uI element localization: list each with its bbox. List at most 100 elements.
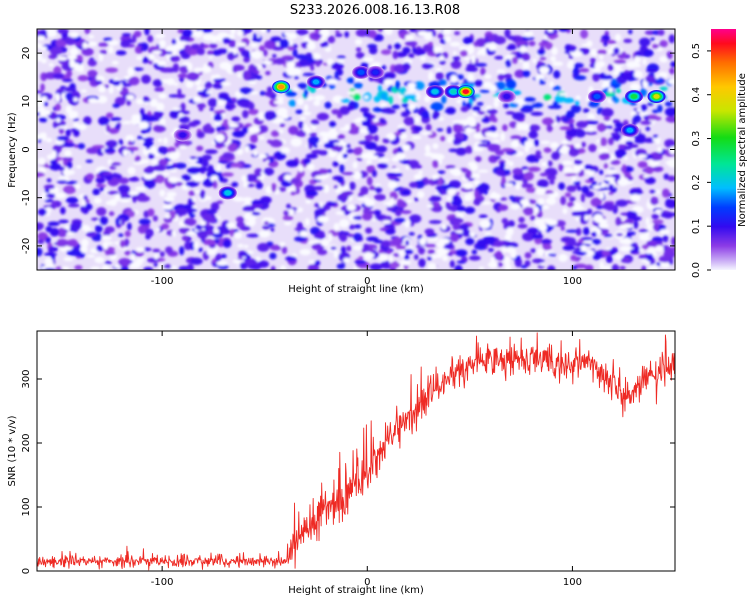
heatmap-cell [487, 248, 494, 252]
heatmap-cell [605, 255, 613, 264]
heatmap-cell [596, 205, 603, 210]
heatmap-gap [626, 61, 638, 69]
heatmap-gap [178, 113, 184, 118]
heatmap-gap [540, 140, 551, 145]
heatmap-cell [218, 229, 231, 235]
heatmap-gap [60, 266, 70, 270]
heatmap-gap [667, 78, 675, 85]
heatmap-cell [190, 43, 201, 50]
heatmap-cell [569, 196, 576, 202]
heatmap-gap [107, 39, 119, 46]
heatmap-cell [303, 89, 309, 99]
heatmap-cell [65, 129, 71, 137]
heatmap-cell [92, 188, 100, 196]
heatmap-cell [110, 162, 122, 167]
heatmap-gap [419, 237, 427, 246]
heatmap-gap [111, 60, 119, 65]
heatmap-cell [99, 216, 109, 226]
heatmap-gap [108, 46, 114, 54]
heatmap-gap [248, 80, 257, 85]
spectrogram-x-tick-label: 0 [364, 276, 370, 287]
heatmap-gap [80, 245, 88, 254]
heatmap-cell [73, 130, 80, 137]
heatmap-cell [352, 215, 362, 220]
heatmap-gap [612, 71, 620, 76]
heatmap-gap [206, 90, 213, 94]
heatmap-cell [435, 72, 444, 81]
heatmap-cell [157, 146, 169, 155]
heatmap-cell [137, 225, 147, 234]
heatmap-cell [575, 251, 588, 256]
heatmap-cell [62, 142, 76, 148]
heatmap-cell [177, 73, 188, 78]
heatmap-gap [415, 92, 421, 101]
heatmap-cell [187, 198, 194, 207]
heatmap-cell [638, 229, 649, 233]
heatmap-cell [185, 207, 197, 213]
heatmap-cell [489, 240, 494, 245]
heatmap-cell [664, 107, 675, 117]
heatmap-cell [169, 110, 180, 119]
heatmap-cell [391, 237, 403, 246]
heatmap-gap [432, 143, 439, 149]
heatmap-gap [484, 43, 497, 49]
heatmap-gap [510, 139, 520, 148]
heatmap-gap [383, 78, 394, 86]
heatmap-peak [179, 132, 186, 138]
heatmap-cell [552, 85, 562, 92]
heatmap-cell [288, 125, 299, 135]
heatmap-cell [514, 69, 526, 78]
heatmap-cell [181, 235, 189, 241]
heatmap-cell [37, 208, 47, 216]
heatmap-gap [630, 193, 641, 203]
heatmap-gap [131, 114, 140, 121]
heatmap-cell [388, 109, 395, 114]
heatmap-cell [212, 258, 217, 264]
heatmap-cell [541, 39, 549, 43]
heatmap-cell [368, 46, 378, 55]
heatmap-cell [183, 44, 191, 53]
heatmap-cell [328, 83, 336, 89]
heatmap-cell [647, 253, 654, 261]
heatmap-cell [537, 61, 543, 65]
heatmap-peak [626, 127, 634, 133]
heatmap-cell [222, 239, 232, 248]
heatmap-cell [83, 116, 92, 125]
heatmap-cell [616, 233, 624, 237]
heatmap-cell [264, 91, 276, 97]
heatmap-cell [664, 199, 675, 209]
heatmap-cell [126, 222, 132, 231]
heatmap-cell [66, 70, 73, 77]
heatmap-cell [314, 260, 321, 266]
heatmap-gap [654, 209, 663, 214]
heatmap-cell [147, 152, 155, 160]
heatmap-cell [472, 106, 481, 112]
heatmap-gap [314, 175, 327, 180]
snr-y-tick-label: 100 [21, 497, 32, 516]
heatmap-gap [306, 163, 315, 171]
heatmap-cell [506, 45, 517, 51]
heatmap-cell [49, 227, 60, 237]
heatmap-gap [414, 116, 420, 124]
heatmap-cell [207, 50, 214, 56]
heatmap-cell [241, 126, 249, 134]
heatmap-cell [206, 229, 215, 237]
heatmap-cell [554, 95, 565, 104]
heatmap-gap [143, 172, 154, 180]
heatmap-cell [271, 183, 277, 193]
heatmap-gap [45, 29, 57, 38]
heatmap-cell [188, 190, 195, 196]
heatmap-cell [198, 247, 203, 253]
heatmap-peak [593, 94, 601, 99]
heatmap-gap [550, 141, 559, 149]
heatmap-gap [148, 53, 155, 61]
heatmap-cell [195, 224, 203, 231]
heatmap-cell [165, 246, 173, 254]
heatmap-gap [652, 138, 657, 142]
heatmap-cell [353, 93, 361, 101]
heatmap-cell [56, 180, 68, 184]
heatmap-cell [477, 110, 486, 115]
heatmap-cell [104, 251, 116, 256]
heatmap-cell [377, 29, 384, 32]
heatmap-cell [37, 247, 43, 257]
